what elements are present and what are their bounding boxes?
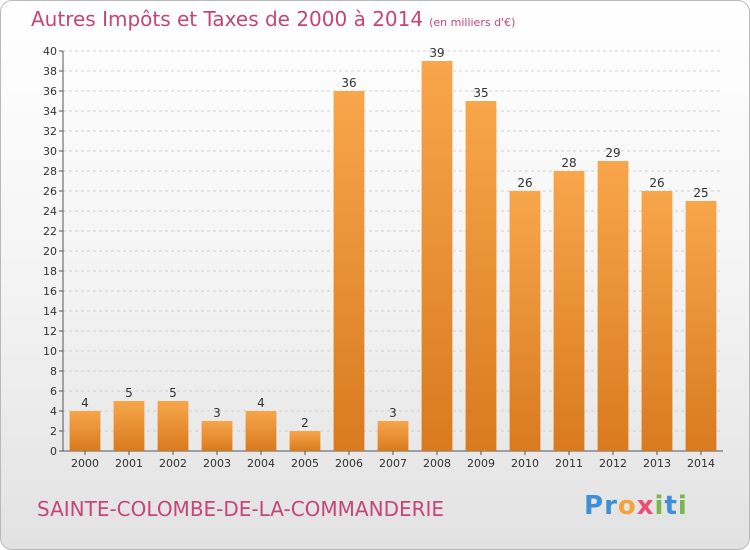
bar-value-label: 28 — [561, 156, 576, 170]
x-tick-label: 2002 — [159, 457, 187, 470]
bar-value-label: 39 — [429, 46, 444, 60]
bar — [333, 91, 365, 451]
logo-letter: P — [584, 491, 605, 521]
y-tick-label: 2 — [50, 425, 57, 438]
y-tick-label: 40 — [43, 45, 57, 58]
y-tick-label: 14 — [43, 305, 57, 318]
bar-value-label: 5 — [169, 386, 177, 400]
bar-value-label: 26 — [517, 176, 532, 190]
x-tick-label: 2005 — [291, 457, 319, 470]
bar-value-label: 29 — [605, 146, 620, 160]
y-tick-label: 20 — [43, 245, 57, 258]
logo-letter: x — [636, 491, 655, 521]
y-tick-label: 10 — [43, 345, 57, 358]
y-tick-label: 22 — [43, 225, 57, 238]
y-tick-label: 18 — [43, 265, 57, 278]
bar — [465, 101, 497, 451]
bar — [157, 401, 189, 451]
x-tick-label: 2011 — [555, 457, 583, 470]
logo-letter: i — [654, 491, 665, 521]
chart-title: Autres Impôts et Taxes de 2000 à 2014 (en… — [31, 7, 515, 31]
logo-letter: i — [677, 491, 688, 521]
bar-value-label: 26 — [649, 176, 664, 190]
y-tick-label: 6 — [50, 385, 57, 398]
x-tick-label: 2001 — [115, 457, 143, 470]
bar-value-label: 25 — [693, 186, 708, 200]
y-tick-label: 16 — [43, 285, 57, 298]
bar — [69, 411, 101, 451]
chart-subtitle: (en milliers d'€) — [429, 16, 516, 29]
bar-value-label: 4 — [257, 396, 265, 410]
bar — [685, 201, 717, 451]
x-tick-label: 2003 — [203, 457, 231, 470]
logo-letter: t — [664, 491, 678, 521]
bar — [641, 191, 673, 451]
chart-title-text: Autres Impôts et Taxes de 2000 à 2014 — [31, 7, 424, 31]
y-tick-label: 4 — [50, 405, 57, 418]
y-tick-label: 28 — [43, 165, 57, 178]
x-tick-label: 2000 — [71, 457, 99, 470]
x-tick-label: 2006 — [335, 457, 363, 470]
bar-value-label: 4 — [81, 396, 89, 410]
bar — [201, 421, 233, 451]
x-tick-label: 2014 — [687, 457, 715, 470]
bar — [553, 171, 585, 451]
x-tick-label: 2010 — [511, 457, 539, 470]
y-tick-label: 32 — [43, 125, 57, 138]
bar — [245, 411, 277, 451]
x-tick-label: 2009 — [467, 457, 495, 470]
x-tick-label: 2013 — [643, 457, 671, 470]
bar-value-label: 3 — [389, 406, 397, 420]
proxiti-logo: Proxiti — [584, 491, 688, 521]
x-tick-label: 2004 — [247, 457, 275, 470]
y-tick-label: 26 — [43, 185, 57, 198]
bar-value-label: 2 — [301, 416, 309, 430]
y-tick-label: 30 — [43, 145, 57, 158]
bar-value-label: 36 — [341, 76, 356, 90]
commune-name: SAINTE-COLOMBE-DE-LA-COMMANDERIE — [37, 497, 445, 521]
bar — [113, 401, 145, 451]
y-tick-label: 34 — [43, 105, 57, 118]
bar-value-label: 3 — [213, 406, 221, 420]
bar — [421, 61, 453, 451]
x-tick-label: 2008 — [423, 457, 451, 470]
x-tick-label: 2012 — [599, 457, 627, 470]
bar-value-label: 35 — [473, 86, 488, 100]
x-tick-label: 2007 — [379, 457, 407, 470]
logo-letter: r — [604, 491, 618, 521]
bar — [377, 421, 409, 451]
y-tick-label: 24 — [43, 205, 57, 218]
y-tick-label: 8 — [50, 365, 57, 378]
y-tick-label: 0 — [50, 445, 57, 458]
bar-value-label: 5 — [125, 386, 133, 400]
y-tick-label: 12 — [43, 325, 57, 338]
y-tick-label: 36 — [43, 85, 57, 98]
y-tick-label: 38 — [43, 65, 57, 78]
logo-letter: o — [617, 491, 637, 521]
bar — [289, 431, 321, 451]
bar — [597, 161, 629, 451]
bar — [509, 191, 541, 451]
